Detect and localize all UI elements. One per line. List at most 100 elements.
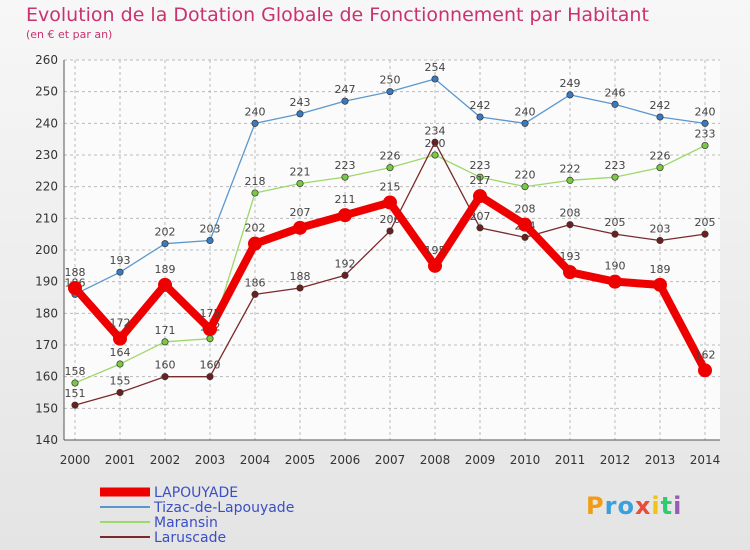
data-label-tizac-de-lapouyade: 242 [650,99,671,112]
x-tick-label: 2006 [330,453,361,467]
data-label-maransin: 221 [290,166,311,179]
data-point-lapouyade [698,363,712,378]
data-point-laruscade [431,138,439,146]
data-point-laruscade [206,373,214,381]
data-label-maransin: 226 [380,150,401,163]
data-label-lapouyade: 215 [380,181,401,194]
data-point-maransin [656,164,664,172]
y-tick-label: 190 [35,275,58,289]
data-label-tizac-de-lapouyade: 246 [605,86,626,99]
data-label-tizac-de-lapouyade: 254 [425,61,446,74]
x-tick-label: 2011 [555,453,586,467]
data-point-maransin [341,173,349,181]
data-label-lapouyade: 172 [110,317,131,330]
data-label-maransin: 164 [110,346,131,359]
data-point-laruscade [71,401,79,409]
y-tick-label: 170 [35,338,58,352]
y-tick-label: 160 [35,370,58,384]
x-tick-label: 2007 [375,453,406,467]
data-point-maransin [611,173,619,181]
data-point-tizac-de-lapouyade [296,110,304,118]
data-label-laruscade: 160 [200,359,221,372]
data-point-tizac-de-lapouyade [611,100,619,108]
x-tick-label: 2001 [105,453,136,467]
data-label-laruscade: 205 [605,216,626,229]
data-point-laruscade [251,290,259,298]
data-point-lapouyade [158,277,172,292]
data-label-laruscade: 203 [650,223,671,236]
y-tick-label: 220 [35,180,58,194]
legend-label-lapouyade: LAPOUYADE [154,485,238,501]
data-label-lapouyade: 189 [650,263,671,276]
data-point-maransin [431,151,439,159]
legend-label-maransin: Maransin [154,515,218,531]
data-point-tizac-de-lapouyade [431,75,439,83]
data-point-laruscade [656,236,664,245]
data-label-laruscade: 155 [110,375,131,388]
data-label-tizac-de-lapouyade: 247 [335,83,356,96]
data-label-lapouyade: 189 [155,263,176,276]
y-tick-label: 140 [35,433,58,447]
legend-label-tizac-de-lapouyade: Tizac-de-Lapouyade [153,500,294,516]
data-label-maransin: 223 [605,159,626,172]
data-label-maransin: 233 [695,128,716,141]
x-tick-label: 2002 [150,453,181,467]
data-label-maransin: 223 [335,159,356,172]
chart-title: Evolution de la Dotation Globale de Fonc… [26,4,649,26]
data-label-tizac-de-lapouyade: 240 [695,105,716,118]
data-point-tizac-de-lapouyade [116,268,124,276]
data-point-lapouyade [293,220,307,235]
x-tick-label: 2003 [195,453,226,467]
data-point-tizac-de-lapouyade [341,97,349,105]
data-label-maransin: 220 [515,169,536,182]
x-tick-label: 2012 [600,453,631,467]
data-label-laruscade: 234 [425,124,446,137]
data-label-tizac-de-lapouyade: 243 [290,96,311,109]
x-tick-label: 2000 [60,453,91,467]
x-tick-label: 2010 [510,453,541,467]
data-point-lapouyade [248,236,262,251]
data-point-lapouyade [338,208,352,223]
data-point-laruscade [116,388,124,397]
data-point-tizac-de-lapouyade [161,240,169,248]
data-label-lapouyade: 175 [200,307,221,320]
data-label-maransin: 222 [560,162,581,175]
data-label-tizac-de-lapouyade: 250 [380,74,401,87]
data-label-tizac-de-lapouyade: 242 [470,99,491,112]
data-point-laruscade [161,373,169,381]
data-point-lapouyade [608,274,622,289]
data-label-laruscade: 205 [695,216,716,229]
y-tick-label: 240 [35,116,58,130]
data-label-laruscade: 186 [245,276,266,289]
data-point-laruscade [476,224,484,232]
y-tick-label: 260 [35,53,58,67]
data-label-lapouyade: 211 [335,193,356,206]
data-point-laruscade [296,284,304,292]
data-point-lapouyade [428,258,442,273]
data-point-maransin [116,360,124,368]
data-point-tizac-de-lapouyade [566,91,574,99]
data-label-laruscade: 160 [155,359,176,372]
data-label-tizac-de-lapouyade: 240 [245,105,266,118]
data-point-lapouyade [653,277,667,292]
data-point-lapouyade [518,217,532,232]
y-tick-label: 180 [35,306,58,320]
brand-logo: Proxiti [586,492,683,520]
legend-label-laruscade: Laruscade [154,530,226,546]
data-label-tizac-de-lapouyade: 240 [515,105,536,118]
data-label-maransin: 158 [65,365,86,378]
x-tick-label: 2013 [645,453,676,467]
chart-subtitle: (en € et par an) [26,28,113,41]
x-tick-label: 2009 [465,453,496,467]
data-label-maransin: 218 [245,175,266,188]
data-label-tizac-de-lapouyade: 202 [155,226,176,239]
data-label-lapouyade: 217 [470,174,491,187]
data-label-maransin: 226 [650,150,671,163]
data-label-lapouyade: 202 [245,222,266,235]
data-point-maransin [566,176,574,184]
data-point-maransin [161,338,169,346]
data-point-tizac-de-lapouyade [206,236,214,245]
data-point-lapouyade [68,281,82,295]
data-point-lapouyade [383,195,397,210]
